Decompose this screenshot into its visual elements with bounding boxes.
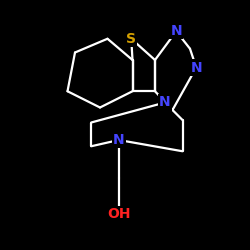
Text: OH: OH	[107, 207, 130, 221]
Text: N: N	[113, 133, 124, 147]
Text: N: N	[170, 24, 182, 38]
Text: S: S	[126, 32, 136, 46]
Text: N: N	[190, 60, 202, 74]
Text: N: N	[159, 96, 171, 110]
